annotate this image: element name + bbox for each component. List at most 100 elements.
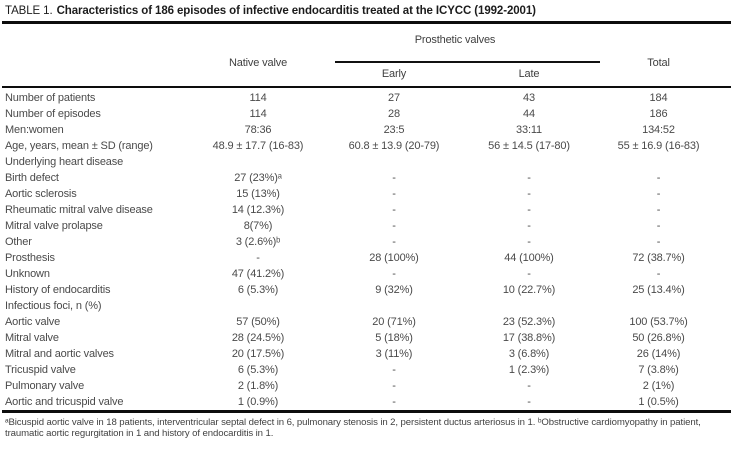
cell-early: -	[392, 188, 396, 200]
cell-total: 25 (13.4%)	[632, 284, 685, 296]
cell-total: 100 (53.7%)	[629, 316, 688, 328]
row-label: Underlying heart disease	[5, 156, 124, 168]
cell-late: -	[527, 236, 531, 248]
table-row: Mitral valve 28 (24.5%) 5 (18%) 17 (38.8%) 5…	[0, 330, 733, 346]
cell-early: 28	[388, 108, 400, 120]
cell-total: -	[656, 188, 661, 200]
cell-late: 3 (6.8%)	[508, 348, 550, 360]
cell-early: -	[392, 220, 396, 232]
table-row: Birth defect 27 (23%)ᵃ - - -	[0, 170, 733, 186]
cell-total: 50 (26.8%)	[632, 332, 685, 344]
label-column-header-empty	[0, 24, 202, 86]
cell-early: 5 (18%)	[375, 332, 413, 344]
row-label: Birth defect	[5, 172, 59, 184]
prosthetic-subheaders: Early Late	[314, 63, 584, 86]
cell-native: 6 (5.3%)	[237, 364, 279, 376]
cell-late: 10 (22.7%)	[502, 284, 556, 296]
cell-late: 1 (2.3%)	[508, 364, 550, 376]
cell-early: -	[392, 268, 396, 280]
cell-native: 57 (50%)	[236, 316, 280, 328]
cell-native: 3 (2.6%)ᵇ	[235, 236, 281, 248]
cell-late: 17 (38.8%)	[502, 332, 556, 344]
row-label: Aortic and tricuspid valve	[5, 396, 124, 408]
cell-early: 9 (32%)	[375, 284, 413, 296]
cell-early: -	[392, 236, 396, 248]
table-row: Tricuspid valve 6 (5.3%) - 1 (2.3%) 7 (3.8%)	[0, 362, 733, 378]
cell-late: 23 (52.3%)	[502, 316, 556, 328]
cell-native: 48.9 ± 17.7 (16-83)	[212, 140, 304, 152]
cell-early: 60.8 ± 13.9 (20-79)	[348, 140, 440, 152]
table-header: Native valve Prosthetic valves Early Lat…	[0, 24, 733, 86]
cell-early: -	[392, 204, 396, 216]
cell-native: 27 (23%)ᵃ	[234, 172, 282, 184]
cell-total: -	[656, 204, 661, 216]
cell-total: 26 (14%)	[636, 348, 681, 360]
cell-total: 134:52	[642, 124, 675, 136]
cell-early: 23:5	[383, 124, 405, 136]
cell-native: 1 (0.9%)	[237, 396, 279, 408]
table-row: Unknown 47 (41.2%) - - -	[0, 266, 733, 282]
cell-total: 1 (0.5%)	[638, 396, 679, 408]
col-group-title: Prosthetic valves	[414, 33, 496, 46]
row-label: Other	[5, 236, 32, 248]
col-header-early: Early	[381, 68, 407, 80]
table-row: Other 3 (2.6%)ᵇ - - -	[0, 234, 733, 250]
cell-native: -	[256, 252, 260, 264]
cell-early: -	[392, 396, 396, 408]
cell-late: -	[527, 380, 531, 392]
cell-early: 27	[388, 92, 400, 104]
row-label: Mitral valve prolapse	[5, 220, 103, 232]
table-row: Age, years, mean ± SD (range) 48.9 ± 17.7…	[0, 138, 733, 154]
cell-early: 20 (71%)	[372, 316, 416, 328]
col-header-late: Late	[518, 68, 540, 80]
cell-late: -	[527, 172, 531, 184]
prosthetic-spanner-rule	[335, 60, 600, 63]
cell-total: 186	[649, 108, 668, 120]
header-rule	[2, 85, 731, 88]
cell-total: 7 (3.8%)	[638, 364, 679, 376]
cell-early: -	[392, 380, 396, 392]
cell-native: 6 (5.3%)	[237, 284, 279, 296]
row-label: History of endocarditis	[5, 284, 111, 296]
table-row: Men:women 78:36 23:5 33:11 134:52	[0, 122, 733, 138]
table-row: Rheumatic mitral valve disease 14 (12.3%)…	[0, 202, 733, 218]
table-row: Prosthesis - 28 (100%) 44 (100%) 72 (38.7%)	[0, 250, 733, 266]
table-row: History of endocarditis 6 (5.3%) 9 (32%) 10…	[0, 282, 733, 298]
table-title: TABLE 1. Characteristics of 186 episodes …	[0, 0, 733, 21]
cell-native: 114	[249, 108, 267, 120]
cell-total: 72 (38.7%)	[632, 252, 685, 264]
row-label: Tricuspid valve	[5, 364, 76, 376]
cell-late: -	[527, 188, 531, 200]
cell-late: 44	[523, 108, 535, 120]
cell-total: -	[656, 220, 661, 232]
cell-late: -	[527, 204, 531, 216]
row-label: Infectious foci, n (%)	[5, 300, 102, 312]
cell-total: 2 (1%)	[642, 380, 675, 392]
table-row: Aortic and tricuspid valve 1 (0.9%) - - 1 (0…	[0, 394, 733, 410]
cell-native: 14 (12.3%)	[231, 204, 285, 216]
cell-total: 184	[649, 92, 668, 104]
table-row: Mitral and aortic valves 20 (17.5%) 3 (11%…	[0, 346, 733, 362]
section-row: Infectious foci, n (%)	[0, 298, 733, 314]
table-row: Pulmonary valve 2 (1.8%) - - 2 (1%)	[0, 378, 733, 394]
section-row: Underlying heart disease	[0, 154, 733, 170]
row-label: Pulmonary valve	[5, 380, 85, 392]
cell-native: 114	[249, 92, 267, 104]
row-label: Aortic valve	[5, 316, 61, 328]
table-row: Aortic valve 57 (50%) 20 (71%) 23 (52.3%) 10…	[0, 314, 733, 330]
row-label: Aortic sclerosis	[5, 188, 77, 200]
row-label: Men:women	[5, 124, 64, 136]
row-label: Mitral and aortic valves	[5, 348, 114, 360]
table-row: Mitral valve prolapse 8(7%) - - -	[0, 218, 733, 234]
bottom-rule	[2, 410, 731, 413]
col-header-total: Total	[647, 56, 670, 69]
cell-total: -	[656, 236, 661, 248]
cell-early: -	[392, 172, 396, 184]
table-body: Number of patients 114 27 43 184 Number of ep…	[0, 88, 733, 410]
header-spacer	[314, 46, 584, 61]
table-number: TABLE 1.	[5, 5, 53, 17]
cell-total: -	[656, 172, 661, 184]
row-label: Rheumatic mitral valve disease	[5, 204, 153, 216]
cell-native: 28 (24.5%)	[231, 332, 285, 344]
